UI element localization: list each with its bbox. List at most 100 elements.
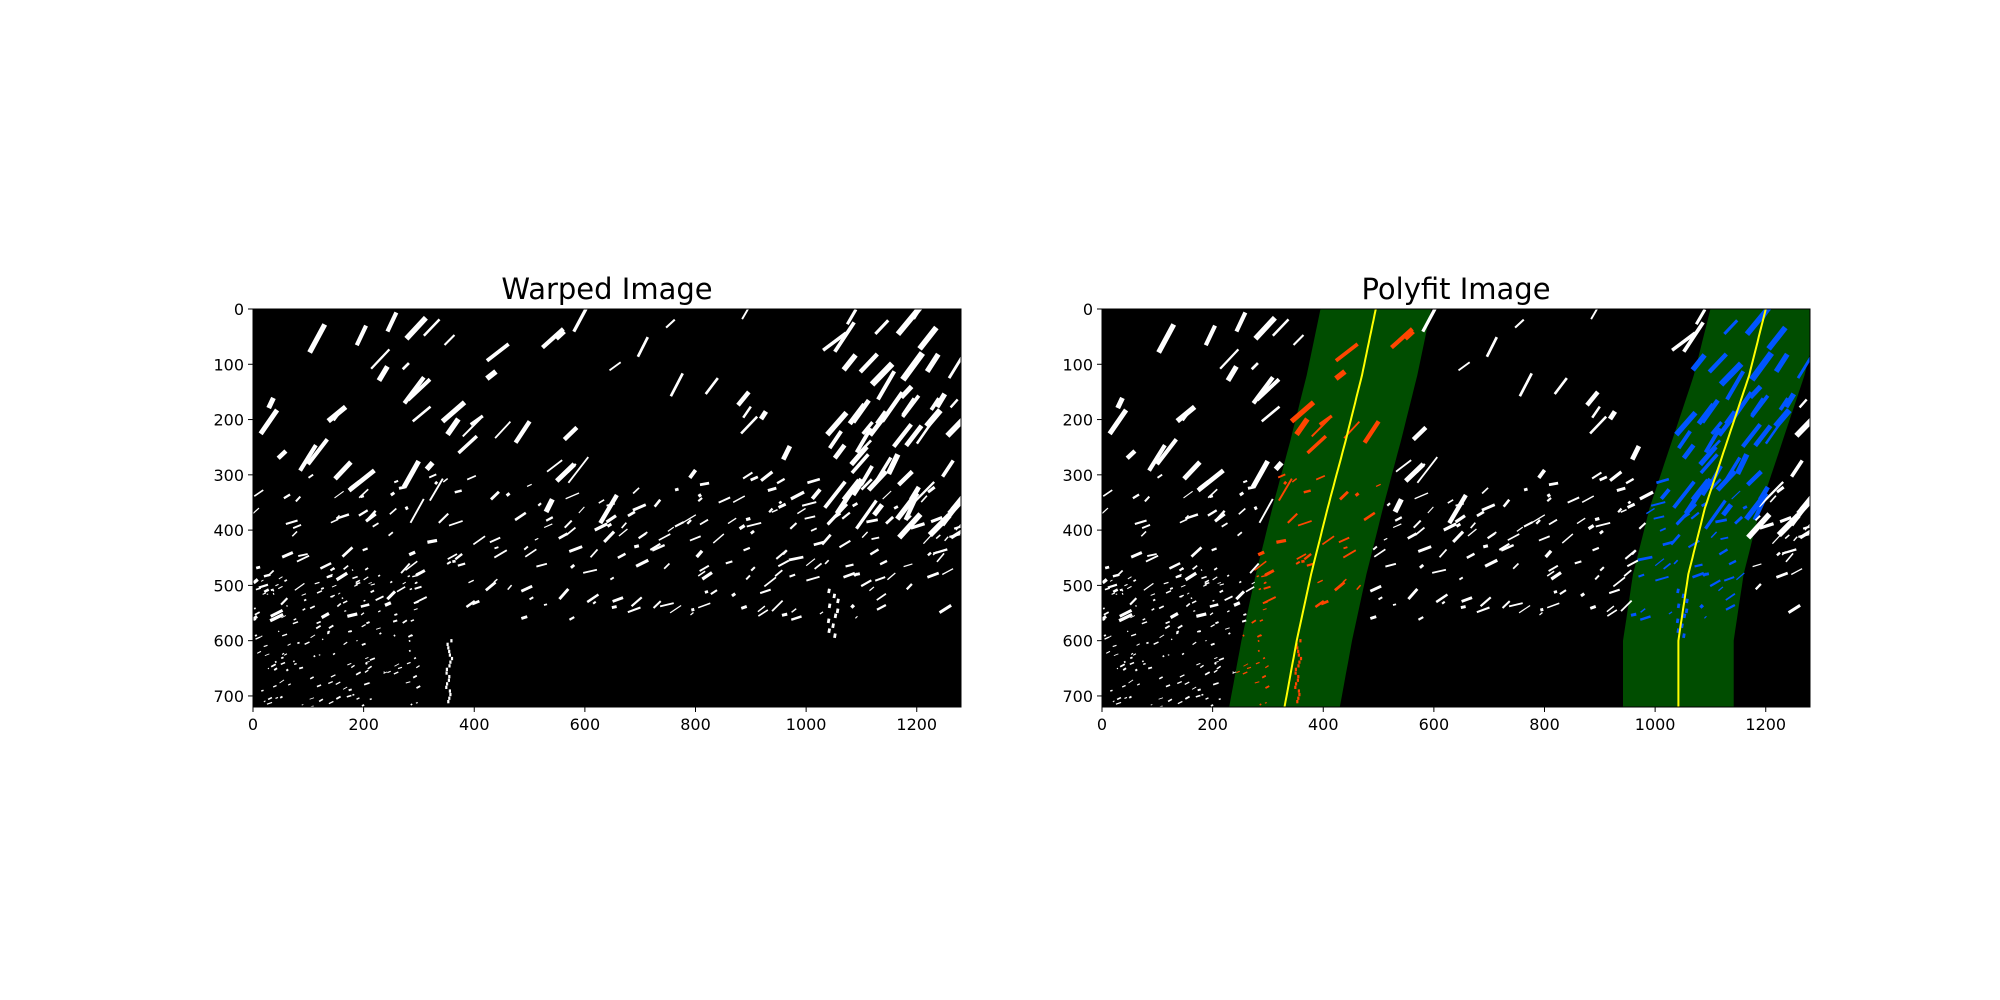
pixel-blob: [1130, 615, 1135, 619]
pixel-blob: [1297, 689, 1301, 693]
pixel-blob: [1798, 533, 1810, 539]
x-tick-label: 600: [1419, 715, 1450, 734]
pixel-blob: [1219, 589, 1224, 594]
pixel-blob: [1311, 417, 1331, 438]
pixel-blob: [352, 693, 355, 696]
pixel-blob: [1291, 477, 1298, 483]
pixel-blob: [1144, 495, 1151, 503]
pixel-blob: [804, 515, 816, 520]
pixel-blob: [295, 495, 302, 503]
pixel-blob: [835, 608, 840, 614]
pixel-blob: [1724, 456, 1742, 482]
pixel-blob: [1296, 678, 1299, 682]
fit-line-right: [1677, 309, 1767, 707]
pixel-blob: [1685, 598, 1689, 604]
pixel-blob: [397, 666, 403, 670]
pixel-blob: [1179, 595, 1183, 598]
pixel-blob: [369, 657, 376, 661]
pixel-blob: [1297, 675, 1300, 679]
pixel-blob: [1136, 643, 1140, 646]
pixel-blob: [1742, 505, 1748, 510]
pixel-blob: [1177, 700, 1183, 705]
pixel-blob: [1207, 488, 1218, 499]
pixel-blob: [396, 586, 406, 593]
pixel-blob: [1249, 562, 1260, 574]
pixel-blob: [253, 489, 264, 497]
pixel-blob: [1200, 569, 1203, 572]
pixel-blob: [1103, 634, 1107, 637]
pixel-blob: [1262, 608, 1267, 611]
pixel-blob: [1250, 362, 1259, 371]
pixel-blob: [1559, 589, 1567, 596]
pixel-blob: [932, 548, 948, 555]
pixel-blob: [1152, 598, 1156, 602]
pixel-blob: [1438, 548, 1448, 558]
pixel-blob: [493, 549, 508, 559]
y-tick-label: 400: [213, 521, 244, 540]
pixel-blob: [1599, 566, 1605, 572]
pixel-blob: [635, 558, 649, 568]
pixel-blob: [494, 546, 499, 550]
pixel-blob: [413, 608, 418, 611]
pixel-blob: [727, 517, 737, 525]
pixel-blob: [1718, 586, 1724, 592]
pixel-blob: [740, 605, 748, 610]
pixel-blob: [1292, 334, 1305, 346]
pixel-blob: [740, 415, 759, 435]
pixel-blob: [1118, 613, 1133, 623]
pixel-blob: [1342, 578, 1347, 583]
pixel-blob: [1776, 513, 1801, 538]
pixel-blob: [1255, 661, 1260, 665]
pixel-blob: [1242, 671, 1248, 675]
pixel-blob: [934, 392, 948, 409]
pixel-blob: [261, 689, 264, 692]
pixel-blob: [1193, 610, 1196, 612]
pixel-blob: [1303, 553, 1312, 561]
pixel-blob: [562, 425, 579, 442]
pixel-blob: [1723, 576, 1735, 582]
pixel-blob: [790, 615, 802, 621]
pixel-blob: [1264, 571, 1270, 575]
pixel-blob: [1242, 634, 1245, 637]
pixel-blob: [1179, 568, 1185, 571]
pixel-blob: [1197, 688, 1201, 692]
pixel-blob: [321, 638, 324, 641]
pixel-blob: [1550, 571, 1562, 581]
pixel-blob: [1668, 611, 1673, 615]
pixel-blob: [1501, 600, 1511, 609]
pixel-blob: [827, 603, 832, 609]
pixel-blob: [1135, 605, 1137, 607]
pixel-blob: [789, 522, 798, 530]
pixel-blob: [903, 563, 913, 568]
pixel-blob: [543, 523, 553, 529]
pixel-blob: [1198, 630, 1202, 633]
pixel-blob: [806, 575, 820, 582]
pixel-blob: [1147, 553, 1157, 558]
pixel-blob: [653, 498, 662, 508]
pixel-blob: [347, 662, 352, 666]
pixel-blob: [263, 700, 266, 703]
pixel-blob: [1245, 586, 1255, 593]
pixel-blob: [1216, 682, 1220, 685]
pixel-blob: [1769, 495, 1777, 503]
pixel-blob: [1694, 309, 1707, 326]
pixel-blob: [1653, 515, 1665, 520]
pixel-blob: [1741, 422, 1762, 448]
pixel-blob: [1163, 581, 1169, 585]
pixel-blob: [1232, 671, 1237, 674]
pixel-blob: [805, 558, 816, 567]
pixel-blob: [1673, 559, 1679, 565]
pixel-blob: [402, 581, 407, 585]
pixel-blob: [1790, 459, 1804, 478]
pixel-blob: [895, 309, 926, 336]
pixel-blob: [1102, 618, 1106, 621]
pixel-blob: [415, 665, 420, 669]
pixel-blob: [330, 674, 336, 678]
pixel-blob: [1392, 603, 1397, 606]
pixel-blob: [1731, 490, 1741, 500]
pixel-blob: [258, 583, 269, 589]
pixel-blob: [1207, 509, 1218, 517]
pixel-blob: [827, 628, 831, 634]
pixel-blob: [1263, 585, 1271, 590]
pixel-blob: [1640, 608, 1646, 613]
